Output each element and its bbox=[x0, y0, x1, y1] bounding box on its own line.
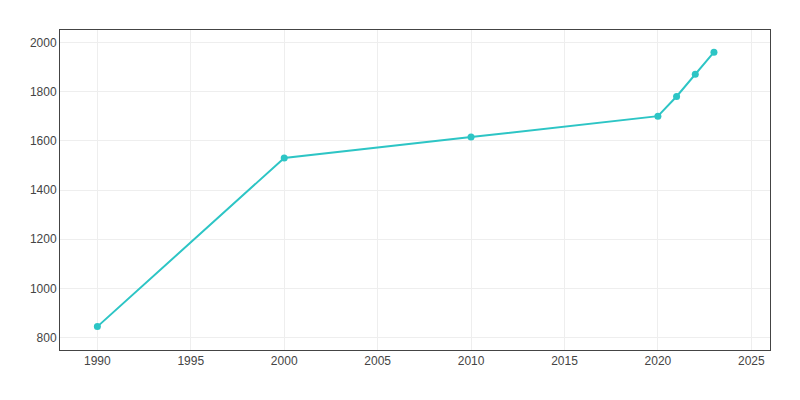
svg-text:2000: 2000 bbox=[271, 354, 298, 368]
svg-text:2015: 2015 bbox=[551, 354, 578, 368]
svg-text:1600: 1600 bbox=[30, 134, 57, 148]
svg-text:1990: 1990 bbox=[84, 354, 111, 368]
svg-text:1200: 1200 bbox=[30, 232, 57, 246]
svg-text:2010: 2010 bbox=[458, 354, 485, 368]
svg-text:2000: 2000 bbox=[30, 36, 57, 50]
svg-text:1995: 1995 bbox=[177, 354, 204, 368]
svg-text:1800: 1800 bbox=[30, 85, 57, 99]
svg-text:2020: 2020 bbox=[645, 354, 672, 368]
svg-text:2005: 2005 bbox=[364, 354, 391, 368]
svg-text:1400: 1400 bbox=[30, 183, 57, 197]
svg-text:2025: 2025 bbox=[738, 354, 765, 368]
svg-text:800: 800 bbox=[37, 331, 57, 345]
svg-text:1000: 1000 bbox=[30, 282, 57, 296]
